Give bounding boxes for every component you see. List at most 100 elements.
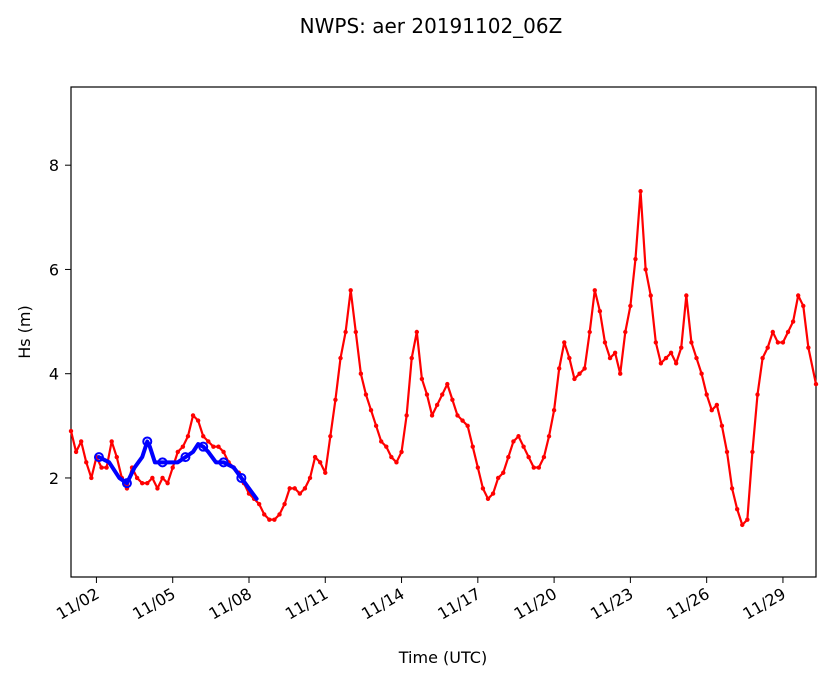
blue-series-point: [180, 452, 191, 463]
red-series-point: [663, 355, 669, 361]
red-series-point: [679, 345, 684, 350]
red-series-point: [180, 444, 186, 449]
red-series-point: [813, 381, 819, 387]
red-series-point: [470, 444, 475, 449]
y-axis-label: Hs (m): [15, 305, 34, 359]
red-series-point: [719, 423, 725, 429]
red-series-point: [262, 512, 267, 517]
red-series-point: [526, 454, 531, 460]
blue-series-point: [142, 436, 153, 447]
y-tick-label: 6: [49, 260, 59, 279]
red-series-point: [490, 491, 496, 496]
red-series-point: [277, 512, 282, 517]
x-tick-label: 11/11: [282, 584, 331, 624]
red-series-point: [175, 449, 180, 455]
red-series-point: [272, 517, 277, 522]
x-tick-label: 11/05: [129, 584, 178, 624]
red-series-point: [455, 413, 460, 418]
red-series-point: [511, 439, 516, 444]
red-series-point: [521, 444, 526, 449]
red-series-point: [287, 486, 292, 491]
red-series-point: [643, 267, 648, 272]
red-series-point: [704, 392, 709, 397]
x-tick-label: 11/20: [511, 584, 560, 624]
y-tick-label: 4: [49, 365, 59, 384]
red-series-point: [618, 371, 623, 376]
red-series-point: [796, 293, 801, 298]
red-series-point: [109, 439, 114, 444]
red-series-point: [516, 434, 521, 439]
red-series-point: [333, 397, 338, 402]
red-series-point: [582, 366, 587, 371]
red-series-point: [165, 480, 170, 486]
x-tick-label: 11/23: [587, 584, 636, 624]
red-series-point: [729, 486, 735, 491]
red-series-point: [546, 434, 552, 439]
red-series-point: [292, 486, 297, 491]
red-series-point: [190, 413, 196, 418]
red-series-point: [297, 491, 303, 496]
red-series-point: [353, 329, 358, 335]
red-series-point: [201, 434, 206, 439]
red-series-point: [317, 460, 323, 465]
red-series-point: [612, 350, 618, 356]
red-series-point: [384, 444, 389, 449]
red-series-point: [78, 439, 84, 444]
red-series-point: [587, 329, 592, 335]
red-series-point: [358, 371, 364, 376]
red-series-point: [399, 449, 404, 455]
x-tick-label: 11/02: [53, 584, 102, 624]
red-series-point: [170, 465, 175, 470]
red-series-point: [760, 355, 765, 361]
red-series-point: [694, 355, 699, 361]
red-series-point: [684, 293, 689, 298]
red-series-point: [450, 397, 455, 402]
red-series-point: [434, 402, 440, 408]
x-tick-label: 11/14: [358, 584, 407, 624]
red-series-point: [734, 507, 740, 512]
red-series-point: [475, 465, 481, 470]
red-series-point: [139, 480, 145, 486]
red-series-point: [541, 454, 547, 460]
x-tick-label: 11/29: [740, 584, 789, 624]
red-series-point: [99, 465, 104, 470]
red-series-point: [551, 407, 557, 413]
plot-area-frame: [70, 86, 817, 578]
red-series-point: [628, 303, 633, 309]
red-series-point: [780, 340, 786, 345]
red-series-point: [765, 345, 770, 350]
red-series-point: [607, 355, 613, 361]
red-series-point: [424, 392, 430, 397]
red-series-point: [394, 460, 399, 465]
y-axis-ticks: 2 4 6 8: [49, 156, 71, 488]
red-series-point: [73, 449, 79, 455]
red-series-line: [69, 190, 818, 526]
red-series-point: [460, 418, 465, 423]
red-series-point: [536, 465, 542, 470]
red-series-point: [480, 486, 486, 491]
red-series-point: [343, 329, 348, 335]
red-series-point: [145, 480, 150, 486]
red-series-point: [414, 329, 420, 335]
series-layer: [68, 189, 819, 528]
red-series-point: [485, 496, 491, 502]
red-series-point: [724, 449, 730, 455]
red-series-point: [68, 428, 74, 434]
red-series-point: [379, 439, 384, 444]
red-series-point: [404, 413, 409, 418]
red-series-point: [216, 444, 221, 449]
red-series-point: [770, 329, 775, 335]
red-series-point: [440, 392, 445, 397]
red-series-point: [750, 449, 755, 455]
y-tick-label: 8: [49, 156, 59, 175]
blue-series-point: [121, 478, 132, 489]
red-series-point: [495, 475, 501, 481]
y-tick-label: 2: [49, 469, 59, 488]
red-series-point: [501, 470, 506, 475]
red-series-point: [653, 340, 659, 345]
red-series-point: [556, 366, 562, 371]
red-series-point: [785, 329, 791, 335]
red-series-point: [740, 522, 745, 528]
blue-series-point: [236, 472, 247, 483]
